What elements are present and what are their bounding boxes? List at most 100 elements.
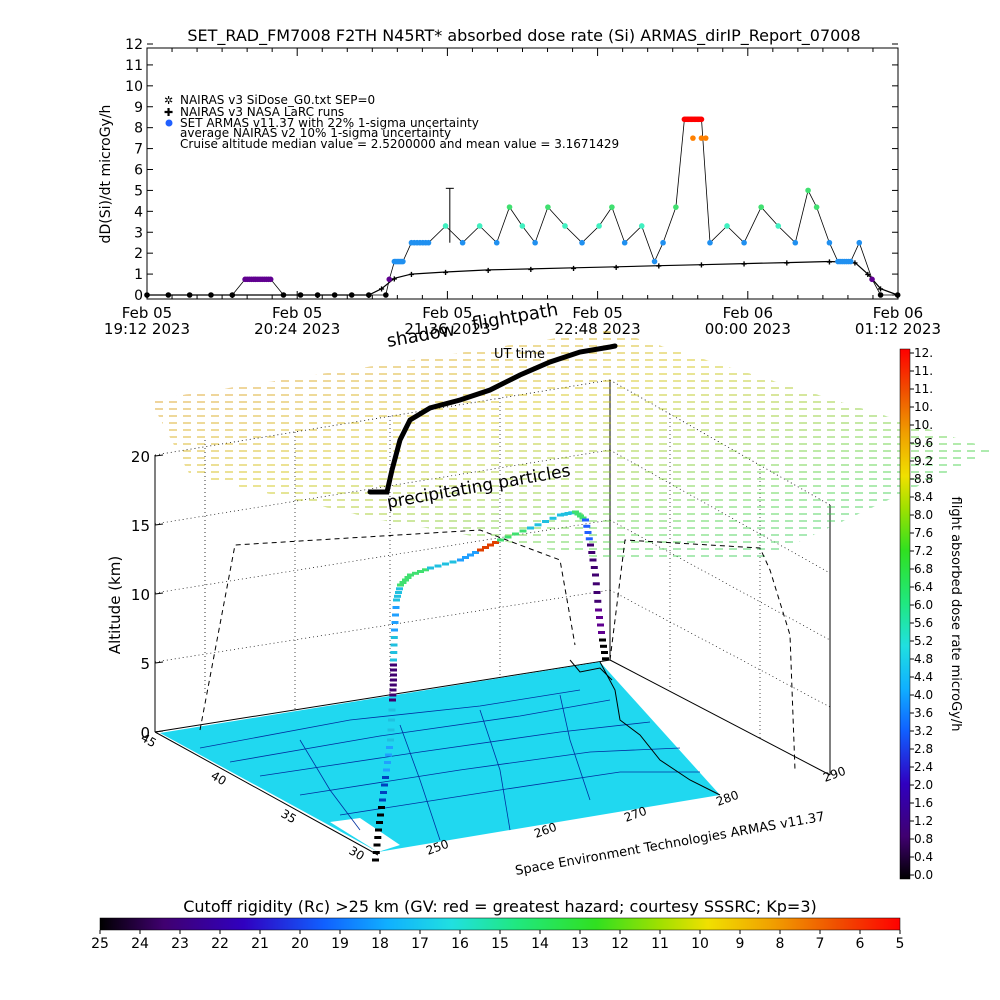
armas-point [229, 292, 236, 298]
path-segment [394, 594, 401, 598]
path-segment [592, 573, 599, 577]
armas-point [792, 239, 799, 246]
colorbar-tick-label: 1.6 [914, 796, 933, 810]
colorbar-tick-label: 6.0 [914, 598, 933, 612]
path-segment [386, 746, 393, 749]
armas-point [314, 292, 321, 298]
path-segment [584, 531, 592, 534]
path-segment [594, 599, 602, 603]
path-segment [387, 728, 395, 732]
path-segment [519, 529, 527, 533]
path-segment [378, 806, 385, 809]
y-tick-label: 5 [134, 183, 143, 199]
y-tick-label: 7 [134, 142, 143, 158]
path-segment [396, 587, 403, 591]
hbar-tick-label: 20 [291, 936, 309, 952]
path-segment [388, 708, 396, 712]
armas-point [869, 276, 875, 283]
model-point: ✚ [485, 267, 491, 275]
path-segment [389, 683, 397, 687]
armas-point [856, 239, 863, 246]
armas-point [144, 292, 150, 298]
colorbar-tick-label: 8.8 [914, 472, 933, 486]
armas-point [826, 239, 833, 246]
map-coastline [569, 659, 721, 796]
armas-point [638, 223, 645, 229]
z-tick [154, 730, 164, 733]
path-segment [374, 836, 382, 839]
armas-point [847, 258, 854, 265]
armas-point [741, 239, 747, 246]
colorbar-tick-label: 8.0 [914, 508, 933, 522]
path-segment [390, 651, 398, 654]
path-segment [600, 644, 607, 648]
lat-tick-label: 45 [139, 730, 159, 750]
armas-point [442, 223, 449, 229]
ut-time-annotation: UT time [494, 347, 545, 362]
path-segment [381, 783, 388, 787]
colorbar-tick-label: 12. [914, 346, 933, 360]
z-tick-label: 20 [131, 448, 150, 466]
path-segment [583, 524, 591, 528]
hbar-tick-label: 22 [211, 936, 229, 952]
particle-field-sheet [150, 330, 995, 560]
hbar-gradient [99, 917, 901, 931]
colorbar-tick-label: 7.6 [914, 526, 933, 540]
colorbar-tick-label: 0.0 [914, 868, 933, 882]
path-segment [375, 828, 382, 832]
model-point: ✚ [656, 263, 662, 271]
legend-label: Cruise altitude median value = 2.5200000… [180, 137, 619, 151]
path-segment [372, 851, 380, 854]
hbar-tick-label: 11 [651, 936, 669, 952]
path-segment [467, 553, 474, 557]
model-point: ✚ [613, 264, 619, 272]
armas-point [702, 135, 709, 141]
hbar-tick-label: 23 [171, 936, 189, 952]
y-tick-label: 2 [134, 246, 143, 262]
path-segment [497, 538, 504, 542]
flight-path-trace [372, 510, 609, 862]
colorbar-tick-label: 2.4 [914, 760, 933, 774]
path-segment [407, 573, 414, 577]
path-segment [417, 570, 424, 573]
path-segment [482, 546, 489, 549]
x-tick-label-date: Feb 05 [122, 304, 172, 322]
hbar-tick-label: 13 [571, 936, 589, 952]
model-point: ✚ [826, 259, 832, 267]
x-tick-label-date: Feb 06 [873, 304, 923, 322]
legend-label: SET ARMAS v11.37 with 22% 1-sigma uncert… [180, 116, 479, 130]
path-segment [592, 582, 600, 586]
armas-point [425, 239, 432, 246]
armas-point [894, 292, 901, 298]
path-segment [572, 510, 579, 514]
colorbar-tick-label: 7.2 [914, 544, 933, 558]
armas-point [386, 276, 393, 283]
armas-point [348, 292, 355, 298]
hbar-tick-label: 7 [816, 936, 825, 952]
legend-label: NAIRAS v3 SiDose_G0.txt SEP=0 [180, 93, 375, 107]
armas-point [459, 239, 466, 246]
path-segment [402, 578, 409, 582]
colorbar-tick-label: 11. [914, 364, 933, 378]
z-tick [154, 454, 164, 457]
colorbar-tick-label: 9.6 [914, 436, 933, 450]
figure-title: SET_RAD_FM7008 F2TH N45RT* absorbed dose… [187, 26, 860, 46]
hbar-tick-label: 17 [411, 936, 429, 952]
armas-point [877, 292, 884, 298]
armas-point [758, 204, 764, 210]
armas-point [805, 187, 811, 194]
path-segment [389, 693, 397, 697]
armas-point [280, 292, 287, 298]
path-segment [462, 556, 469, 559]
path-segment [442, 562, 449, 566]
armas-point [476, 223, 483, 229]
armas-point [673, 204, 679, 210]
latitude-axis: 45 40 35 30 [139, 730, 367, 863]
hbar-tick-label: 25 [91, 936, 109, 952]
model-point: ✚ [699, 262, 705, 270]
colorbar-tick-label: 5.6 [914, 616, 933, 630]
path-segment [568, 511, 576, 515]
lat-tick-label: 35 [279, 806, 299, 826]
colorbar-tick-label: 10. [914, 418, 933, 432]
